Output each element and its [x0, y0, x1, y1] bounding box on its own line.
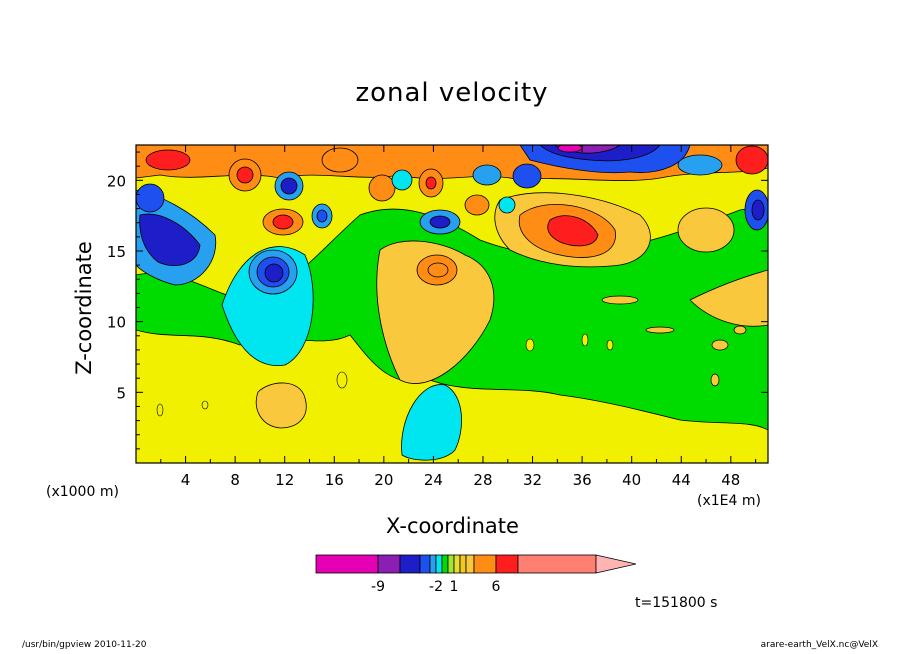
region-right-streaks: [601, 295, 747, 387]
y-tick-label: 15: [107, 243, 126, 261]
region-high-right: [518, 203, 616, 258]
footer-left: /usr/bin/gpview 2010-11-20: [22, 640, 147, 650]
colorbar-bin: [447, 554, 455, 574]
region-lower-orange: [255, 382, 307, 429]
chart-title: zonal velocity: [355, 78, 549, 108]
y-tick-label: 20: [107, 172, 126, 190]
region-blue-low: [248, 249, 298, 295]
colorbar-bin: [435, 554, 443, 574]
x-tick-label: 12: [275, 471, 294, 489]
x-tick-label: 20: [374, 471, 393, 489]
colorbar: -9 -2 1 6: [315, 554, 637, 595]
colorbar-tick-label: 6: [492, 579, 501, 595]
x-axis-label: X-coordinate: [386, 514, 519, 538]
x-tick-label: 36: [573, 471, 592, 489]
colorbar-bin: [473, 554, 497, 574]
colorbar-bin: [495, 554, 519, 574]
y-tick-label: 10: [107, 314, 126, 332]
x-tick-label: 16: [325, 471, 344, 489]
colorbar-bin: [377, 554, 401, 574]
colorbar-bin: [429, 554, 437, 574]
colorbar-bin: [459, 554, 467, 574]
colorbar-bin: [453, 554, 461, 574]
region-top-cells: [136, 145, 768, 253]
x-scale-label: (x1E4 m): [697, 493, 761, 509]
x-tick-label: 28: [473, 471, 492, 489]
x-tick-label: 24: [424, 471, 443, 489]
region-high-center: [416, 254, 458, 286]
colorbar-bin: [465, 554, 475, 574]
region-lower-cyan: [401, 384, 462, 461]
colorbar-bin: [441, 554, 449, 574]
x-tick-label: 48: [721, 471, 740, 489]
plot-area: [136, 145, 768, 463]
colorbar-tick-label: -9: [371, 579, 385, 595]
region-center-orange: [376, 240, 495, 384]
region-small-cells: [156, 333, 614, 417]
x-tick-label: 4: [181, 471, 191, 489]
y-axis-ticks: 5 10 15 20: [107, 151, 768, 450]
colorbar-tick-label: -2: [429, 579, 443, 595]
x-tick-label: 44: [672, 471, 691, 489]
y-axis-label: Z-coordinate: [72, 241, 96, 375]
x-axis-ticks: 4 8 12 16 20 24 28 32 36 40 44 48: [160, 145, 757, 489]
footer-right: arare-earth_VelX.nc@VelX: [760, 640, 878, 650]
colorbar-bin: [419, 554, 431, 574]
colorbar-tick-label: 1: [450, 579, 459, 595]
colorbar-extend-arrow: [595, 554, 637, 574]
time-label: t=151800 s: [635, 595, 718, 611]
y-tick-label: 5: [116, 384, 126, 402]
x-tick-label: 8: [230, 471, 240, 489]
plot-frame: [135, 144, 769, 464]
colorbar-bin: [517, 554, 597, 574]
region-right-streak: [689, 269, 768, 327]
x-tick-label: 32: [523, 471, 542, 489]
region-upper-left-darkblue: [139, 213, 201, 266]
x-tick-label: 40: [622, 471, 641, 489]
colorbar-bin: [315, 554, 379, 574]
x-unit-label: (x1000 m): [46, 484, 119, 500]
region-high-left: [262, 208, 304, 236]
colorbar-bin: [399, 554, 421, 574]
